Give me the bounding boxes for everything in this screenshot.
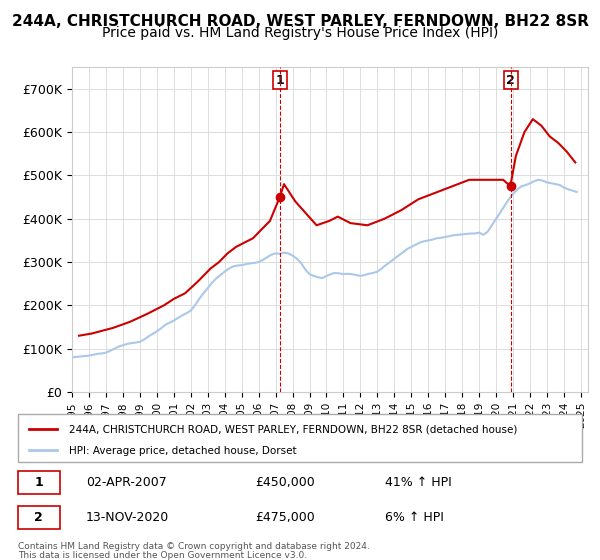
- Text: 2: 2: [34, 511, 43, 524]
- FancyBboxPatch shape: [18, 472, 60, 494]
- Text: This data is licensed under the Open Government Licence v3.0.: This data is licensed under the Open Gov…: [18, 551, 307, 560]
- Text: 6% ↑ HPI: 6% ↑ HPI: [385, 511, 443, 524]
- Text: Contains HM Land Registry data © Crown copyright and database right 2024.: Contains HM Land Registry data © Crown c…: [18, 542, 370, 551]
- Text: Price paid vs. HM Land Registry's House Price Index (HPI): Price paid vs. HM Land Registry's House …: [102, 26, 498, 40]
- Text: £475,000: £475,000: [255, 511, 314, 524]
- FancyBboxPatch shape: [18, 506, 60, 529]
- FancyBboxPatch shape: [18, 414, 582, 462]
- Text: HPI: Average price, detached house, Dorset: HPI: Average price, detached house, Dors…: [69, 446, 296, 456]
- Text: 1: 1: [275, 74, 284, 87]
- Text: 244A, CHRISTCHURCH ROAD, WEST PARLEY, FERNDOWN, BH22 8SR: 244A, CHRISTCHURCH ROAD, WEST PARLEY, FE…: [11, 14, 589, 29]
- Text: 13-NOV-2020: 13-NOV-2020: [86, 511, 169, 524]
- Text: 02-APR-2007: 02-APR-2007: [86, 477, 166, 489]
- Text: 244A, CHRISTCHURCH ROAD, WEST PARLEY, FERNDOWN, BH22 8SR (detached house): 244A, CHRISTCHURCH ROAD, WEST PARLEY, FE…: [69, 424, 517, 435]
- Text: £450,000: £450,000: [255, 477, 314, 489]
- Text: 1: 1: [34, 477, 43, 489]
- Text: 2: 2: [506, 74, 515, 87]
- Text: 41% ↑ HPI: 41% ↑ HPI: [385, 477, 451, 489]
